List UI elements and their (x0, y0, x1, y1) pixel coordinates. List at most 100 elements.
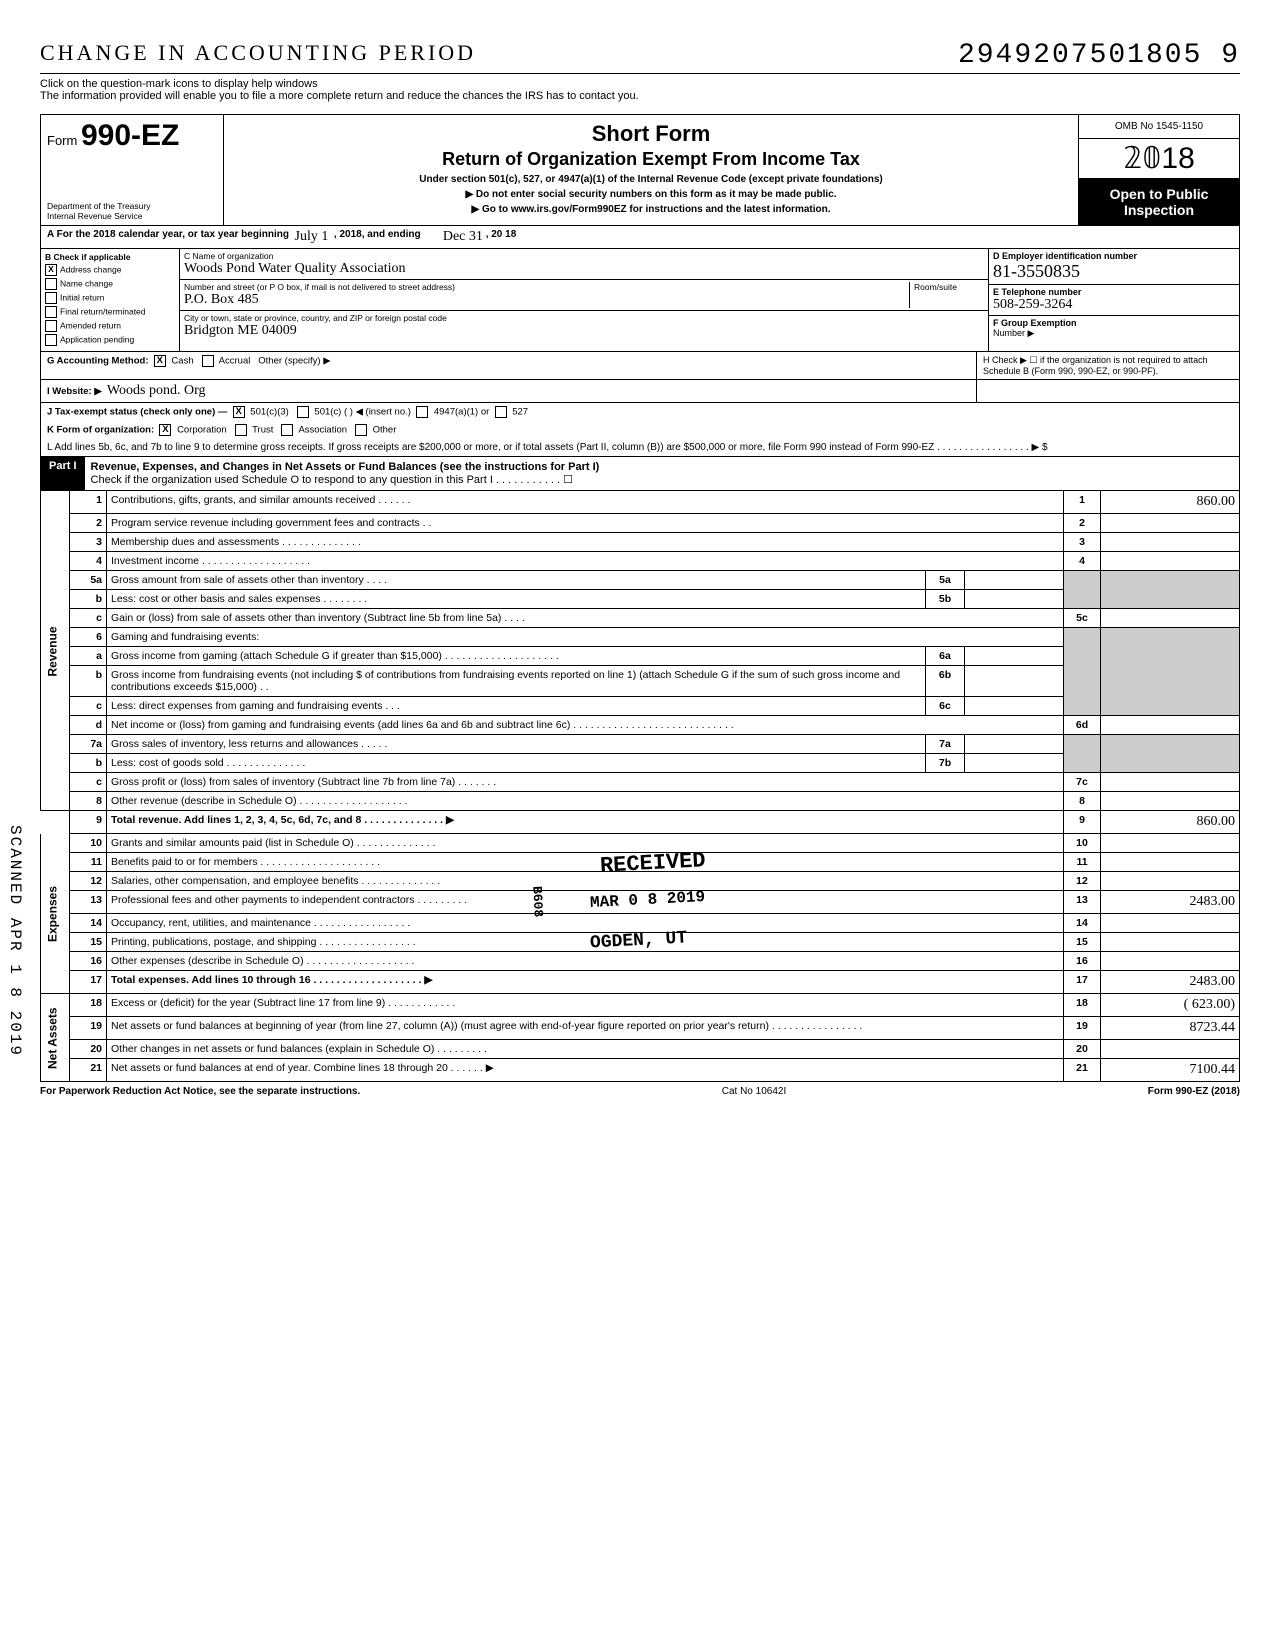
l5a-mid: 5a (926, 571, 965, 590)
chk-accrual[interactable] (202, 355, 214, 367)
line-6: 6Gaming and fundraising events: (41, 628, 1240, 647)
chk-527[interactable] (495, 406, 507, 418)
side-blank (41, 811, 70, 834)
l15-val (1101, 933, 1240, 952)
l6a-d: Gross income from gaming (attach Schedul… (107, 647, 926, 666)
l6c-mv (965, 697, 1064, 716)
lines-wrap: RECEIVED MAR 0 8 2019 OGDEN, UT B608 Rev… (40, 491, 1240, 1082)
l7c-box: 7c (1064, 773, 1101, 792)
l6c-n: c (70, 697, 107, 716)
col-C: C Name of organization Woods Pond Water … (180, 249, 989, 351)
l17-box: 17 (1064, 971, 1101, 994)
l7a-d: Gross sales of inventory, less returns a… (107, 735, 926, 754)
chk-assoc[interactable] (281, 424, 293, 436)
chk-pending[interactable]: Application pending (45, 334, 175, 346)
l13-box: 13 (1064, 891, 1101, 914)
l14-val (1101, 914, 1240, 933)
l5a-mv (965, 571, 1064, 590)
header-left: Form 990-EZ Department of the Treasury I… (41, 115, 224, 225)
chk-pending-label: Application pending (60, 334, 134, 344)
line-18: Net Assets18Excess or (deficit) for the … (41, 994, 1240, 1017)
d-label: D Employer identification number (993, 251, 1137, 261)
line-14: 14Occupancy, rent, utilities, and mainte… (41, 914, 1240, 933)
chk-cash[interactable]: X (154, 355, 166, 367)
l6b-mv (965, 666, 1064, 697)
chk-other[interactable] (355, 424, 367, 436)
chk-initial[interactable]: Initial return (45, 292, 175, 304)
l16-box: 16 (1064, 952, 1101, 971)
B-header: B Check if applicable (45, 252, 131, 262)
g-cash: Cash (171, 356, 193, 367)
line-7c: cGross profit or (loss) from sales of in… (41, 773, 1240, 792)
l8-n: 8 (70, 792, 107, 811)
l9-d: Total revenue. Add lines 1, 2, 3, 4, 5c,… (111, 814, 454, 826)
chk-amended[interactable]: Amended return (45, 320, 175, 332)
open-public-badge: Open to Public Inspection (1079, 179, 1239, 225)
l13-n: 13 (70, 891, 107, 914)
addr-label: Number and street (or P O box, if mail i… (184, 282, 455, 292)
l7a-mid: 7a (926, 735, 965, 754)
l6d-box: 6d (1064, 716, 1101, 735)
l-text: L Add lines 5b, 6c, and 7b to line 9 to … (41, 439, 1239, 456)
d-val: 81-3550835 (993, 261, 1080, 281)
l20-d: Other changes in net assets or fund bala… (107, 1040, 1064, 1059)
chk-final[interactable]: Final return/terminated (45, 306, 175, 318)
line-9: 9Total revenue. Add lines 1, 2, 3, 4, 5c… (41, 811, 1240, 834)
header-right: OMB No 1545-1150 𝟚𝟘18 Open to Public Ins… (1079, 115, 1239, 225)
f-label: F Group Exemption (993, 318, 1077, 328)
l6a-mv (965, 647, 1064, 666)
col-B: B Check if applicable XAddress change Na… (41, 249, 180, 351)
l6a-mid: 6a (926, 647, 965, 666)
cell-city: City or town, state or province, country… (180, 311, 988, 341)
row-A-endyear: , 20 18 (486, 229, 517, 245)
l5b-d: Less: cost or other basis and sales expe… (107, 590, 926, 609)
l21-d: Net assets or fund balances at end of ye… (107, 1059, 1064, 1082)
l5c-n: c (70, 609, 107, 628)
g-label: G Accounting Method: (47, 356, 149, 367)
c-name: Woods Pond Water Quality Association (184, 261, 405, 276)
line-7b: bLess: cost of goods sold . . . . . . . … (41, 754, 1240, 773)
l8-val (1101, 792, 1240, 811)
chk-501c3[interactable]: X (233, 406, 245, 418)
title-return: Return of Organization Exempt From Incom… (230, 149, 1072, 170)
l6b-n: b (70, 666, 107, 697)
l5b-n: b (70, 590, 107, 609)
l3-d: Membership dues and assessments . . . . … (107, 533, 1064, 552)
j-label: J Tax-exempt status (check only one) — (47, 407, 227, 418)
chk-name[interactable]: Name change (45, 278, 175, 290)
chk-4947[interactable] (416, 406, 428, 418)
line-3: 3Membership dues and assessments . . . .… (41, 533, 1240, 552)
part1-header-row: Part I Revenue, Expenses, and Changes in… (40, 457, 1240, 491)
l10-val (1101, 834, 1240, 853)
chk-501c[interactable] (297, 406, 309, 418)
l19-box: 19 (1064, 1017, 1101, 1040)
l21-val: 7100.44 (1101, 1059, 1240, 1082)
l1-n: 1 (70, 491, 107, 514)
l2-val (1101, 514, 1240, 533)
lines-table: Revenue 1 Contributions, gifts, grants, … (40, 491, 1240, 1082)
row-K: K Form of organization: X Corporation Tr… (40, 421, 1240, 439)
l6b-d: Gross income from fundraising events (no… (107, 666, 926, 697)
chk-corp[interactable]: X (159, 424, 171, 436)
l6d-d: Net income or (loss) from gaming and fun… (107, 716, 1064, 735)
l15-box: 15 (1064, 933, 1101, 952)
footer-r: Form 990-EZ (2018) (1148, 1086, 1240, 1097)
line-13: 13Professional fees and other payments t… (41, 891, 1240, 914)
line-15: 15Printing, publications, postage, and s… (41, 933, 1240, 952)
row-I-r (977, 380, 1239, 402)
l10-d: Grants and similar amounts paid (list in… (107, 834, 1064, 853)
l7b-mid: 7b (926, 754, 965, 773)
l7c-val (1101, 773, 1240, 792)
l1-box: 1 (1064, 491, 1101, 514)
l20-n: 20 (70, 1040, 107, 1059)
chk-address[interactable]: XAddress change (45, 264, 175, 276)
line-11: 11Benefits paid to or for members . . . … (41, 853, 1240, 872)
form-prefix: Form (47, 133, 77, 148)
subtitle-2: ▶ Do not enter social security numbers o… (230, 189, 1072, 200)
l16-n: 16 (70, 952, 107, 971)
l12-box: 12 (1064, 872, 1101, 891)
line-6d: dNet income or (loss) from gaming and fu… (41, 716, 1240, 735)
side-revenue: Revenue (41, 491, 70, 811)
chk-trust[interactable] (235, 424, 247, 436)
subtitle-3: ▶ Go to www.irs.gov/Form990EZ for instru… (230, 204, 1072, 215)
